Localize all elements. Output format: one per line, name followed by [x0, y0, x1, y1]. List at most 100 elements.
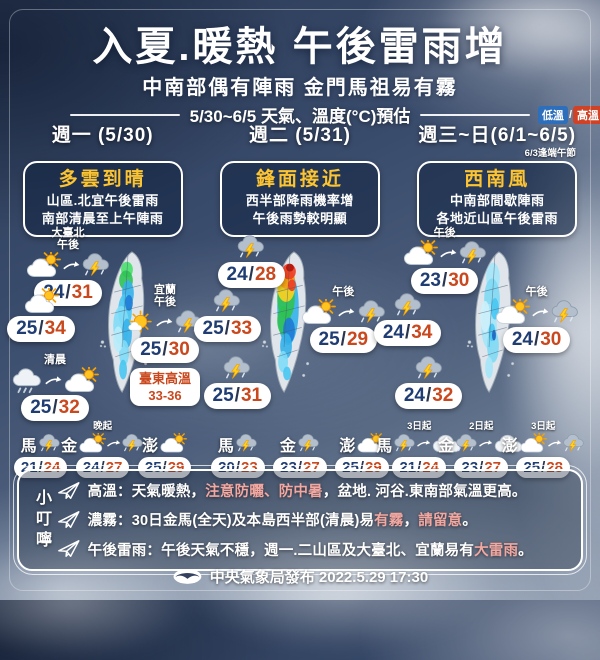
forecast-spot: 25/33	[185, 287, 269, 342]
temperature-pill: 23/27	[454, 457, 508, 478]
weather-icon-row	[494, 299, 580, 326]
temperature-pill: 23/27	[273, 457, 327, 478]
temp-separator: /	[404, 322, 411, 343]
island-icon-row: 澎	[339, 432, 385, 455]
cloud-sun-icon	[356, 433, 385, 454]
low-temp: 25	[342, 459, 359, 476]
thunderstorm-icon	[235, 433, 258, 454]
low-temp: 24	[382, 322, 404, 343]
cloud-sun-icon	[159, 433, 188, 454]
thunderstorm-icon	[393, 292, 423, 319]
low-temp: 23	[280, 459, 297, 476]
island-name: 澎	[501, 437, 518, 455]
tip-text: 濃霧：30日金馬(全天)及本島西半部(清晨)易有霧，請留意。	[88, 509, 477, 530]
thunderstorm-icon	[357, 299, 387, 326]
temperature-pill: 25/30	[131, 337, 199, 363]
spot-label: 午後	[525, 286, 548, 298]
forecast-spot: 午後 24/30	[493, 286, 581, 353]
cwb-logo-icon	[172, 568, 203, 585]
taitung-high-temp-badge: 臺東高溫 33-36	[129, 368, 200, 406]
forecast-spot: 24/32	[385, 354, 473, 409]
cloud-sun-icon	[25, 252, 61, 279]
high-temp: 27	[105, 459, 123, 476]
temperature-pill: 24/27	[75, 457, 130, 478]
cloud-sun-icon	[300, 299, 337, 326]
island-forecast: 澎 25/29	[134, 421, 196, 478]
tip-text-segment: 濃霧：30日金馬(全天)及本島西半部(清晨)易	[87, 513, 375, 530]
high-temp: 28	[254, 264, 277, 285]
island-icon-row: 澎	[142, 432, 188, 455]
temperature-pill: 25/29	[309, 327, 378, 353]
day-sub-label	[4, 148, 201, 159]
high-temp: 29	[365, 459, 382, 476]
temp-separator: /	[100, 459, 105, 476]
temp-separator: /	[65, 282, 71, 303]
legend-high-temp: 高溫	[573, 106, 600, 124]
arrow-icon	[154, 317, 174, 328]
temperature-pill: 24/34	[373, 320, 442, 346]
summary-title: 鋒面接近	[255, 169, 344, 190]
thunderstorm-icon	[393, 433, 416, 454]
spot-label: 大臺北	[51, 227, 85, 239]
high-temp: 29	[167, 459, 185, 476]
summary-title: 多雲到晴	[58, 169, 147, 190]
summary-line: 南部清晨至上午陣雨	[41, 211, 164, 226]
paper-plane-icon	[57, 481, 81, 501]
tip-text-segment: ，	[403, 513, 419, 530]
high-temp: 31	[240, 385, 263, 406]
day-label: 週二 (5/31)	[248, 125, 351, 146]
cloud-sun-icon	[78, 433, 107, 454]
temp-separator: /	[340, 329, 346, 350]
thunderstorm-icon	[236, 234, 266, 261]
high-temp: 30	[540, 329, 562, 350]
cloud-sun-icon	[23, 288, 59, 315]
low-temp: 23	[419, 270, 441, 291]
high-temp: 27	[484, 459, 501, 476]
island-forecast: 馬 20/23	[207, 421, 269, 478]
low-temp: 25	[16, 318, 38, 339]
thunderstorm-icon	[212, 288, 242, 315]
map-area: 大臺北 午後 24/31 25/34 宜蘭 午後 25/30 臺東高溫 33-36 清晨 25/32	[4, 227, 202, 421]
island-icon-row: 馬	[376, 432, 462, 455]
temp-separator: /	[479, 459, 484, 476]
temp-separator: /	[533, 329, 540, 350]
tips-list: 高溫：天氣暖熱，注意防曬、防中暑，盆地. 河谷.東南部氣溫更高。濃霧：30日金馬…	[57, 476, 573, 564]
spot-label: 午後	[332, 286, 355, 298]
islands-row: 馬 20/23 金 23/27 澎 25/29	[201, 421, 398, 478]
arrow-icon	[478, 439, 493, 448]
low-temp: 24	[82, 459, 100, 476]
temperature-pill: 24/30	[502, 327, 571, 353]
forecast-columns: 週一 (5/30) 多雲到晴 山區.北宜午後雷雨 南部清晨至上午陣雨	[4, 124, 596, 478]
high-temp: 29	[346, 329, 369, 350]
island-name: 澎	[339, 437, 356, 455]
thunderstorm-icon	[81, 252, 111, 279]
tip-item: 高溫：天氣暖熱，注意防曬、防中暑，盆地. 河谷.東南部氣溫更高。	[57, 480, 573, 501]
spot-label: 宜蘭	[154, 284, 176, 296]
forecast-column: 週二 (5/31) 鋒面接近 西半部降雨機率增 午後雨勢較明顯	[193, 124, 398, 478]
temp-separator: /	[38, 318, 44, 339]
tip-text-segment: 請留意	[418, 513, 463, 530]
tip-text-segment: 注意防曬、防中暑	[205, 484, 323, 501]
spot-label: 清晨	[44, 354, 66, 366]
low-temp: 23	[461, 459, 479, 476]
forecast-spot: 清晨 25/32	[9, 354, 101, 421]
weather-icon-row	[222, 355, 252, 382]
forecast-spot: 25/31	[193, 354, 281, 409]
paper-plane-icon	[57, 539, 81, 559]
island-name: 金	[279, 437, 296, 455]
low-temp: 25	[140, 339, 162, 360]
spot-label: 午後	[154, 296, 176, 308]
forecast-period: 5/30~6/5 天氣、溫度(°C)預估	[70, 102, 530, 127]
temp-separator: /	[359, 459, 365, 476]
arrow-icon	[43, 375, 63, 386]
taiwan-map	[262, 251, 310, 393]
thunderstorm-icon	[562, 433, 585, 454]
thunderstorm-icon	[414, 355, 444, 382]
forecast-spot: 24/34	[366, 291, 450, 346]
high-temp: 23	[241, 459, 258, 476]
temp-separator: /	[297, 459, 303, 476]
day-label: 週一 (5/30)	[51, 125, 154, 146]
low-temp: 25	[30, 397, 52, 418]
tip-text-segment: ，盆地. 河谷.東南部氣溫更高。	[322, 484, 527, 501]
island-name: 馬	[20, 437, 37, 455]
